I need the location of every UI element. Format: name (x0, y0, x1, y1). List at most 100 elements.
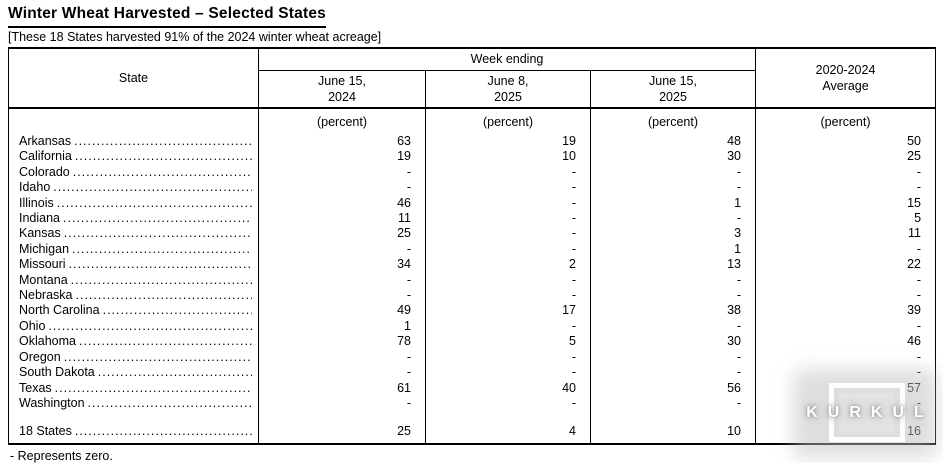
value-cell: 10 (425, 149, 591, 165)
value-cell: - (590, 164, 757, 181)
value-cell: - (258, 272, 426, 289)
table-row: Michigan--1- (8, 241, 936, 258)
value-cell: 25 (258, 424, 426, 444)
table-row: Illinois 46-1 15 (8, 195, 936, 212)
value-cell: 78 (258, 334, 426, 350)
table-row: Colorado---- (8, 164, 936, 181)
dotted-leader (98, 365, 252, 380)
data-table: State Week ending 2020-2024 Average June… (8, 47, 937, 445)
value-cell: - (425, 395, 591, 412)
dotted-leader (73, 165, 252, 180)
value-cell: - (590, 211, 757, 227)
dotted-leader (64, 226, 252, 241)
state-name: Oklahoma (19, 334, 76, 349)
value-cell: 13 (590, 257, 757, 273)
value-cell: 4 (425, 424, 591, 444)
table-row: Idaho---- (8, 180, 936, 196)
value-cell: 10 (590, 424, 757, 444)
value-cell: - (916, 318, 922, 333)
value-cell: - (590, 365, 757, 381)
value-cell: 1 (590, 241, 757, 258)
dotted-leader (71, 273, 252, 288)
value-cell: 25 (907, 149, 922, 164)
state-name: Nebraska (19, 288, 73, 303)
value-cell: - (590, 180, 757, 196)
spacer-row (8, 411, 936, 425)
value-cell: 49 (258, 303, 426, 319)
value-cell: - (425, 211, 591, 227)
value-cell: - (258, 241, 426, 258)
dotted-leader (88, 396, 252, 411)
table-row: Oregon---- (8, 349, 936, 366)
page-subtitle: [These 18 States harvested 91% of the 20… (8, 30, 382, 44)
state-name-cell: Idaho (8, 180, 259, 196)
value-cell: - (425, 349, 591, 366)
state-name-cell: Montana (8, 272, 259, 289)
state-name-cell: Illinois (8, 195, 259, 212)
value-cell: 17 (425, 303, 591, 319)
table-row: Montana---- (8, 272, 936, 289)
state-name-cell: Indiana (8, 211, 259, 227)
state-name-cell: Colorado (8, 164, 259, 181)
value-cell: - (916, 288, 922, 303)
state-name: Oregon (19, 349, 61, 364)
value-cell: - (916, 395, 922, 410)
average-header-line1: 2020-2024 (815, 63, 876, 77)
value-cell: 3 (590, 226, 757, 242)
unit-cell: (percent) (820, 114, 871, 129)
table-row: South Dakota---- (8, 365, 936, 381)
state-name: Kansas (19, 226, 61, 241)
dotted-leader (75, 424, 252, 439)
value-cell: 40 (425, 380, 591, 396)
value-cell: - (258, 395, 426, 412)
value-cell: 5 (425, 334, 591, 350)
value-cell: 39 (907, 303, 922, 318)
value-cell: - (916, 164, 922, 179)
value-cell: - (916, 272, 922, 287)
date-1-line2: 2024 (328, 89, 356, 104)
average-header-line2: Average (822, 79, 869, 93)
spacer-cell (8, 411, 259, 425)
value-cell: - (425, 180, 591, 196)
value-cell: 11 (908, 226, 922, 241)
state-name: 18 States (19, 424, 72, 439)
value-cell: 19 (425, 134, 591, 150)
value-cell: - (425, 226, 591, 242)
state-column-header: State (8, 48, 259, 109)
dotted-leader (63, 211, 252, 226)
state-name: Arkansas (19, 134, 72, 148)
value-cell: 15 (907, 195, 922, 210)
unit-cell: (percent) (590, 108, 757, 134)
unit-cell-empty (8, 108, 259, 134)
value-cell: 16 (907, 424, 922, 439)
value-cell: 2 (425, 257, 591, 273)
spacer-cell (590, 411, 757, 425)
page-title: Winter Wheat Harvested – Selected States (8, 5, 326, 28)
dotted-leader (53, 180, 252, 195)
state-name-cell: Oklahoma (8, 334, 259, 350)
date-column-header-1: June 15, 2024 (258, 70, 426, 109)
unit-row: (percent) (percent) (percent) (percent) (8, 108, 936, 134)
state-name: California (19, 149, 72, 164)
spacer-cell (425, 411, 591, 425)
dotted-leader (76, 288, 253, 303)
spacer-cell (258, 411, 426, 425)
state-name-cell: Ohio (8, 318, 259, 335)
header-row-dates: June 15, 2024 June 8, 2025 June 15, 2025 (9, 70, 936, 109)
dotted-leader (103, 303, 252, 318)
date-3-line1: June 15, (649, 73, 697, 88)
value-cell: - (590, 318, 757, 335)
table-row: Kansas 25-3 11 (8, 226, 936, 242)
state-name-cell: Texas (8, 380, 259, 396)
dotted-leader (64, 350, 252, 365)
value-cell: - (590, 272, 757, 289)
date-column-header-3: June 15, 2025 (590, 70, 757, 109)
state-name: Ohio (19, 318, 46, 333)
table-row: Washington---- (8, 395, 936, 412)
week-ending-header: Week ending (258, 48, 757, 71)
